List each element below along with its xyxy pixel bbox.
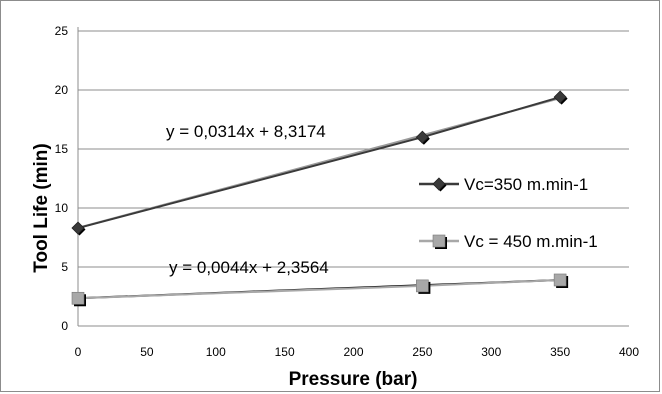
x-tick-label: 300: [481, 345, 501, 359]
y-tick-label: 10: [55, 201, 69, 215]
x-axis-title: Pressure (bar): [289, 369, 418, 390]
x-tick-label: 350: [550, 345, 570, 359]
x-tick-label: 150: [275, 345, 295, 359]
y-tick-label: 0: [61, 319, 68, 333]
y-tick-labels: 0 5 10 15 20 25: [55, 24, 69, 333]
x-tick-label: 0: [75, 345, 82, 359]
y-tick-label: 20: [55, 83, 69, 97]
x-tick-labels: 0 50 100 150 200 250 300 350 400: [75, 345, 640, 359]
legend-label: Vc = 450 m.min-1: [464, 232, 598, 251]
axes: [77, 27, 629, 327]
x-tick-label: 50: [140, 345, 154, 359]
data-point: [553, 273, 567, 287]
x-tick-label: 400: [619, 345, 639, 359]
data-point: [71, 291, 85, 305]
data-series: [71, 90, 569, 307]
y-axis-title: Tool Life (min): [31, 143, 52, 272]
trendline-equation: y = 0,0314x + 8,3174: [166, 122, 326, 141]
x-tick-label: 100: [206, 345, 226, 359]
trendline-equation: y = 0,0044x + 2,3564: [169, 258, 329, 277]
legend-marker: [432, 177, 446, 191]
y-tick-label: 5: [61, 260, 68, 274]
legend-marker: [432, 234, 446, 248]
x-tick-label: 200: [343, 345, 363, 359]
y-tick-label: 15: [55, 142, 69, 156]
series-line-1: [77, 278, 561, 300]
gridlines: [78, 30, 629, 268]
legend-label: Vc=350 m.min-1: [464, 175, 588, 194]
x-tick-label: 250: [412, 345, 432, 359]
data-point: [415, 130, 429, 144]
data-point: [71, 221, 85, 235]
data-point: [553, 90, 567, 104]
equation-labels: y = 0,0314x + 8,3174 y = 0,0044x + 2,3564: [166, 122, 329, 277]
data-point: [416, 279, 429, 293]
y-tick-label: 25: [55, 24, 69, 38]
legend: Vc=350 m.min-1 Vc = 450 m.min-1: [419, 175, 598, 251]
